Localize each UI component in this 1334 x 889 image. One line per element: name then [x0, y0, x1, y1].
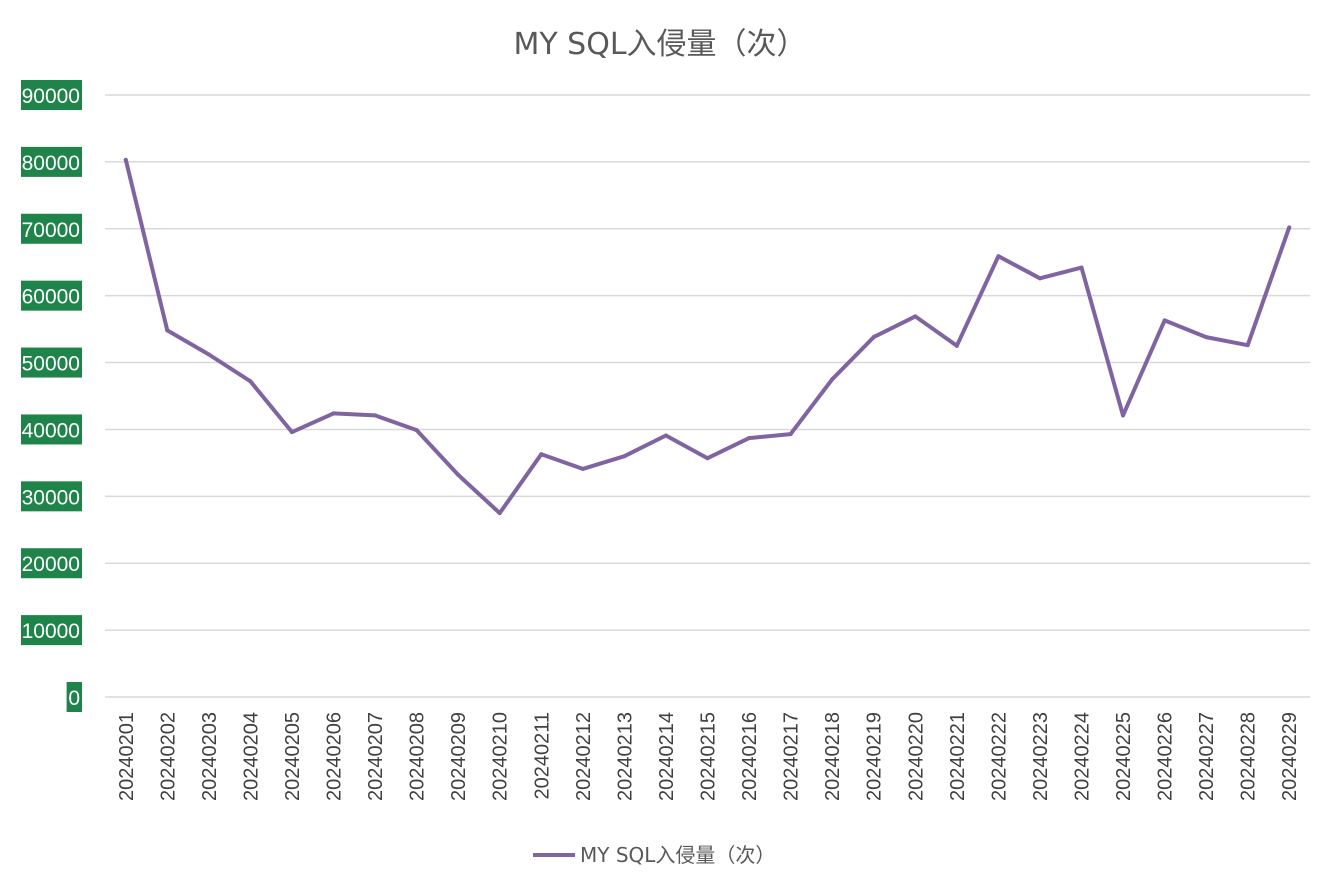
data-point	[206, 352, 211, 357]
data-point	[830, 377, 835, 382]
x-tick-label: 20240205	[282, 712, 304, 801]
x-tick-label: 20240226	[1155, 712, 1177, 801]
x-tick-label: 20240227	[1196, 712, 1218, 801]
data-point	[871, 335, 876, 340]
y-tick-label-bg	[21, 80, 82, 110]
x-tick-label: 20240211	[531, 712, 553, 800]
data-point	[1079, 265, 1084, 270]
y-tick-label-bg	[21, 146, 82, 177]
x-tick-label: 20240224	[1071, 712, 1093, 801]
data-point	[331, 411, 336, 416]
data-point	[456, 472, 461, 477]
x-tick-label: 20240207	[365, 712, 387, 801]
legend: MY SQL入侵量（次）	[533, 843, 775, 867]
x-tick-label: 20240202	[157, 712, 179, 801]
y-tick-label-bg	[21, 481, 82, 512]
y-tick-label: 50000	[22, 353, 80, 376]
data-point	[1287, 225, 1292, 230]
y-tick-label: 70000	[22, 219, 80, 242]
x-tick-label: 20240203	[199, 712, 221, 801]
y-tick: 0	[66, 682, 82, 712]
chart-title: MY SQL入侵量（次）	[513, 27, 806, 62]
x-tick-label: 20240229	[1279, 712, 1301, 801]
data-point	[373, 413, 378, 418]
legend-label: MY SQL入侵量（次）	[580, 843, 775, 867]
data-point	[705, 456, 710, 461]
y-tick: 50000	[21, 347, 82, 378]
y-tick-label-bg	[21, 347, 82, 378]
data-point	[622, 454, 627, 459]
y-tick-label: 30000	[22, 486, 80, 509]
data-point	[788, 432, 793, 437]
data-point	[248, 379, 253, 384]
data-point	[663, 433, 668, 438]
y-tick-label: 90000	[22, 85, 80, 108]
y-tick: 10000	[21, 615, 82, 646]
y-tick-label: 20000	[22, 553, 80, 576]
y-tick-label-bg	[21, 615, 82, 646]
y-tick-label-bg	[21, 414, 82, 445]
x-tick-label: 20240206	[324, 712, 346, 801]
data-point	[1162, 318, 1167, 323]
y-tick-label: 80000	[22, 152, 80, 175]
y-axis-ticks: 0 10000 20000 30000 40000 50000 60000 70000 8000…	[21, 80, 82, 712]
series-layer	[123, 157, 1292, 516]
data-point	[165, 328, 170, 333]
data-point	[1245, 343, 1250, 348]
data-point	[1121, 413, 1126, 418]
data-point	[123, 157, 128, 162]
x-tick-label: 20240219	[864, 712, 886, 801]
data-point	[539, 452, 544, 457]
y-tick-label-bg	[21, 280, 82, 311]
x-tick-label: 20240220	[905, 712, 927, 801]
data-point	[747, 436, 752, 441]
x-tick-label: 20240208	[407, 712, 429, 801]
y-tick-label-bg	[21, 548, 82, 579]
x-tick-label: 20240204	[240, 712, 262, 801]
y-tick: 90000	[21, 80, 82, 110]
y-tick: 70000	[21, 213, 82, 244]
y-tick: 20000	[21, 548, 82, 579]
x-tick-label: 20240222	[988, 712, 1010, 801]
data-point	[913, 314, 918, 319]
data-point	[954, 343, 959, 348]
data-point	[414, 428, 419, 433]
x-tick-label: 20240228	[1238, 712, 1260, 801]
x-tick-label: 20240223	[1030, 712, 1052, 801]
gridlines	[105, 94, 1310, 698]
x-tick-label: 20240217	[781, 712, 803, 801]
data-point	[1204, 335, 1209, 340]
data-point	[289, 430, 294, 435]
y-tick: 60000	[21, 280, 82, 311]
x-tick-label: 20240218	[822, 712, 844, 801]
y-tick-label: 60000	[22, 286, 80, 309]
y-tick-label: 10000	[22, 620, 80, 643]
x-tick-label: 20240201	[116, 712, 138, 801]
x-tick-label: 20240215	[698, 712, 720, 801]
y-tick: 40000	[21, 414, 82, 445]
x-tick-label: 20240213	[614, 712, 636, 801]
data-point	[497, 511, 502, 516]
x-tick-label: 20240225	[1113, 712, 1135, 801]
x-axis-ticks: 20240201 20240202 20240203 20240204 20240205…	[116, 712, 1301, 801]
x-tick-label: 20240209	[448, 712, 470, 801]
y-tick-label: 40000	[22, 419, 80, 442]
y-tick-label-bg	[21, 213, 82, 244]
data-point	[1037, 276, 1042, 281]
x-tick-label: 20240216	[739, 712, 761, 801]
x-tick-label: 20240212	[573, 712, 595, 801]
x-tick-label: 20240214	[656, 712, 678, 801]
data-point	[580, 466, 585, 471]
y-tick: 80000	[21, 146, 82, 177]
y-tick-label: 0	[68, 687, 80, 710]
y-tick-label-bg	[66, 682, 82, 712]
y-tick: 30000	[21, 481, 82, 512]
x-tick-label: 20240210	[490, 712, 512, 801]
x-tick-label: 20240221	[947, 712, 969, 801]
data-point	[996, 254, 1001, 259]
